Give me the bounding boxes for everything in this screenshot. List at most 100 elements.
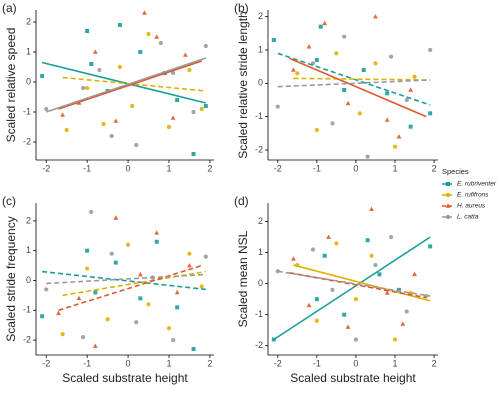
fit-line	[293, 77, 431, 81]
legend-marker	[445, 192, 451, 198]
fit-line	[277, 79, 431, 88]
point	[60, 112, 65, 117]
point	[314, 127, 319, 133]
point	[428, 244, 433, 249]
point	[400, 321, 406, 326]
x-tick-label: -1	[83, 358, 91, 368]
point	[396, 287, 401, 292]
point	[175, 305, 180, 310]
fit-line	[42, 270, 206, 291]
x-tick-label: 0	[126, 358, 131, 368]
x-tick-label: 0	[126, 163, 131, 173]
point	[389, 54, 394, 59]
y-tick-label: 1	[26, 245, 31, 255]
point	[322, 253, 327, 258]
fit-line	[277, 270, 431, 297]
x-tick-label: -2	[274, 163, 282, 173]
x-tick-label: 1	[393, 358, 398, 368]
x-tick-label: 1	[166, 163, 171, 173]
fit-line	[289, 57, 427, 118]
y-axis-label: Scaled relative speed	[4, 28, 18, 143]
fit-line	[273, 236, 431, 341]
point	[408, 124, 413, 129]
fit-line	[293, 264, 431, 302]
y-tick-label: -1	[23, 106, 31, 116]
x-tick-label: -1	[83, 163, 91, 173]
point	[314, 58, 319, 62]
panel: -2 -1 0 1 2 -2 -1 0 1 2 (b)Scaled relative stride …	[234, 1, 438, 173]
point	[187, 67, 192, 73]
point	[170, 70, 176, 76]
y-tick-label: 1	[258, 247, 263, 257]
point	[76, 295, 82, 301]
point	[170, 115, 176, 120]
point	[93, 290, 98, 295]
point	[113, 118, 119, 123]
point	[361, 68, 366, 72]
point	[89, 209, 94, 215]
point	[191, 109, 196, 115]
point	[306, 44, 312, 49]
point	[203, 104, 208, 108]
point	[170, 337, 176, 343]
point	[428, 47, 433, 53]
panel: -2 -1 0 1 2 -2 -1 0 1 2 (a) Scaled relative speed	[2, 1, 214, 173]
point	[80, 85, 86, 91]
point	[85, 248, 90, 253]
point	[365, 154, 370, 159]
y-tick-label: 1	[26, 46, 31, 56]
point	[384, 290, 390, 295]
point	[291, 67, 296, 72]
panel-title: (a)	[2, 1, 17, 15]
y-tick-label: 0	[258, 278, 263, 288]
y-tick-label: -2	[255, 144, 263, 154]
point	[146, 302, 151, 307]
point	[64, 127, 69, 133]
point	[109, 133, 114, 139]
fit-line	[58, 60, 202, 110]
point	[113, 260, 118, 265]
x-tick-label: -1	[313, 358, 321, 368]
point	[113, 215, 119, 220]
point	[342, 34, 347, 39]
y-tick-label: -2	[23, 136, 31, 146]
point	[322, 20, 328, 26]
panel-title: (d)	[234, 194, 249, 208]
point	[369, 253, 374, 258]
point	[182, 52, 188, 57]
point	[326, 234, 331, 239]
point	[314, 318, 319, 323]
point	[89, 62, 94, 66]
point	[357, 111, 362, 116]
y-tick-label: 1	[258, 44, 263, 54]
point	[203, 43, 208, 49]
point	[166, 124, 172, 130]
x-tick-label: -2	[42, 163, 50, 173]
point	[109, 251, 114, 256]
point	[134, 320, 139, 325]
point	[310, 247, 316, 252]
legend-marker	[445, 214, 451, 220]
point	[203, 254, 208, 259]
point	[295, 71, 300, 76]
x-tick-label: 2	[207, 358, 212, 368]
point	[117, 64, 122, 70]
point	[396, 134, 402, 139]
x-tick-label: 1	[166, 358, 171, 368]
point	[412, 74, 417, 79]
point	[385, 91, 390, 96]
point	[373, 61, 378, 66]
point	[369, 206, 374, 212]
point	[365, 238, 370, 243]
point	[40, 314, 45, 319]
point	[330, 121, 335, 126]
point	[389, 235, 394, 240]
point	[138, 296, 143, 301]
point	[271, 38, 276, 42]
point	[154, 239, 159, 244]
legend: Species E. rubriventer E. rufifrons H. aure…	[442, 167, 497, 221]
point	[428, 111, 433, 116]
point	[199, 284, 204, 289]
point	[92, 49, 98, 54]
